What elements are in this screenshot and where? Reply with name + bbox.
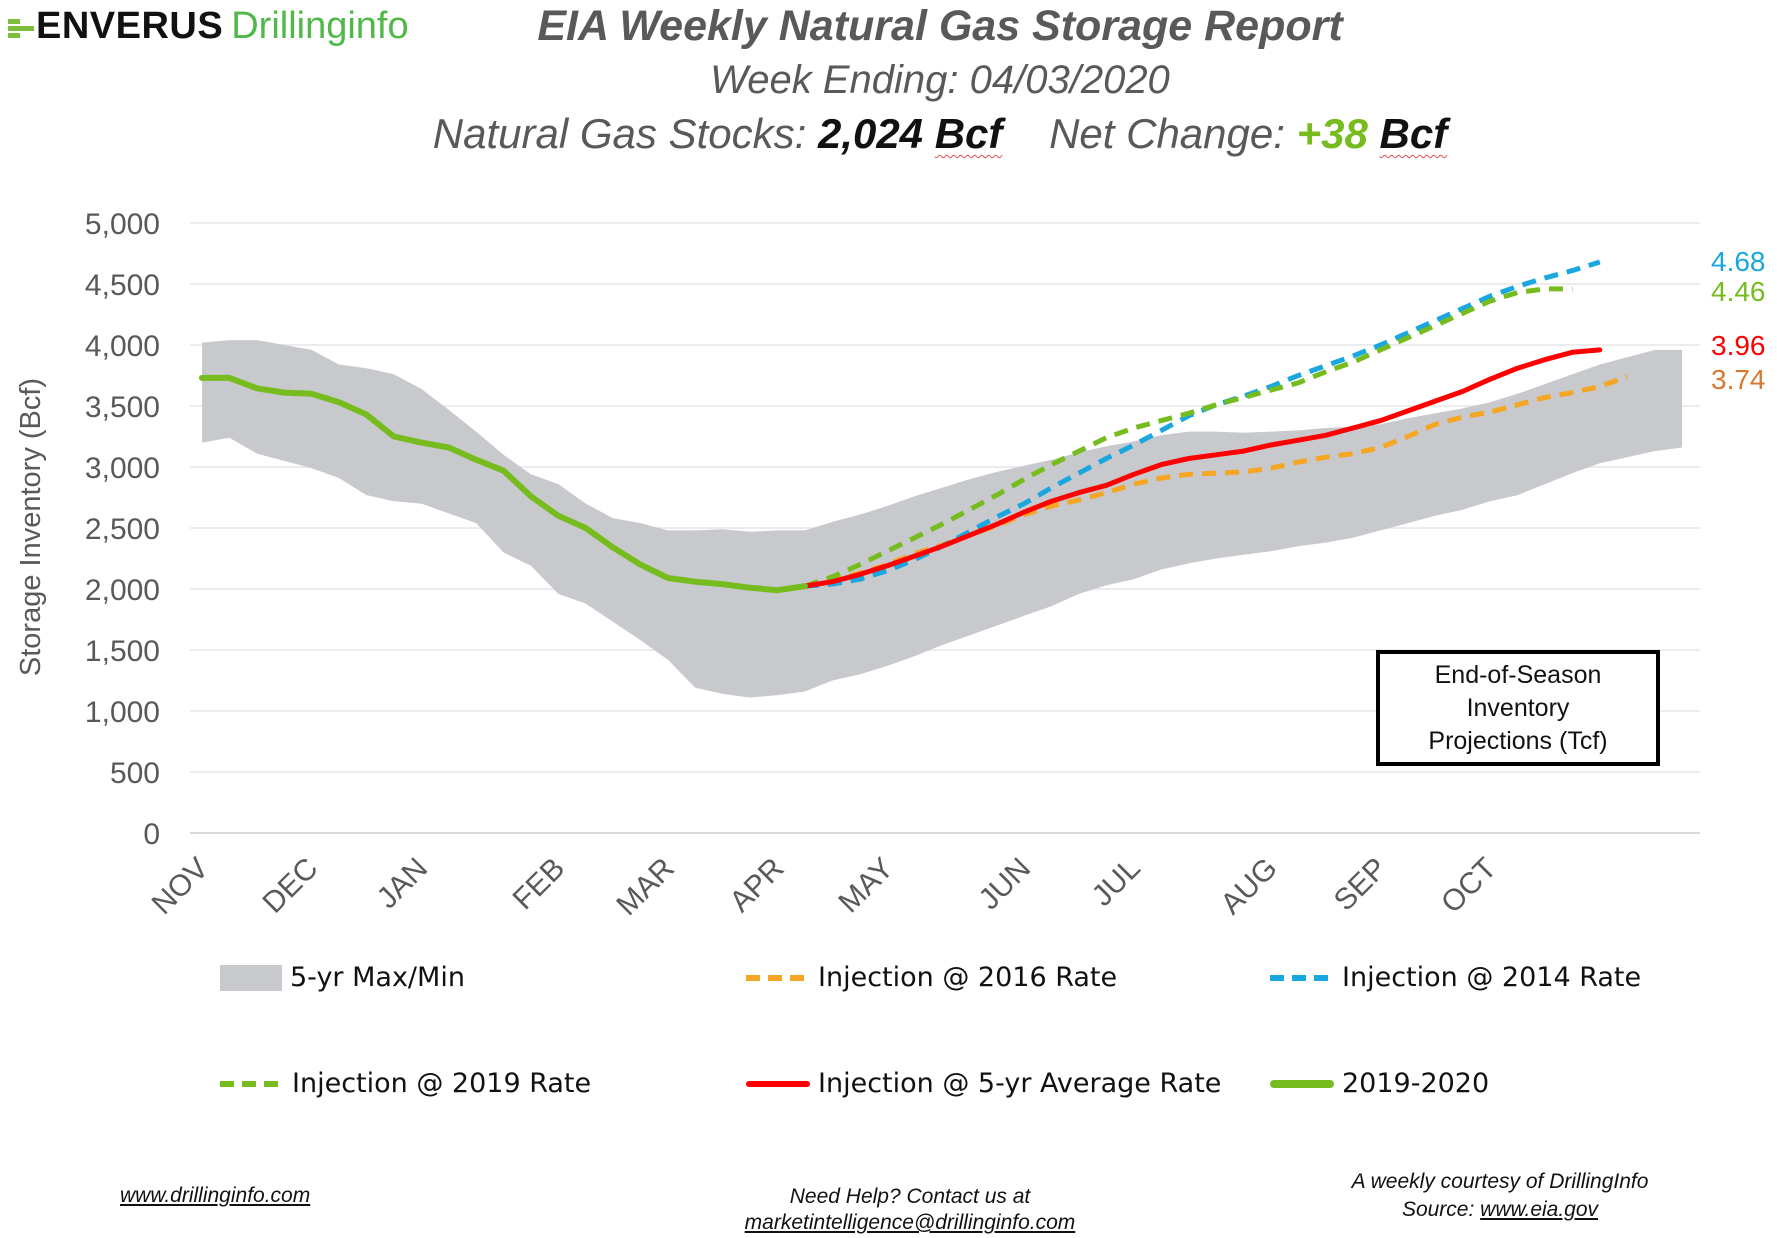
legend-label: Injection @ 2019 Rate (292, 1068, 592, 1099)
projection-line-3: Projections (Tcf) (1428, 726, 1608, 755)
projection-note-box: End-of-Season Inventory Projections (Tcf… (1376, 650, 1660, 766)
y-tick-label: 500 (110, 757, 160, 790)
stocks-summary: Natural Gas Stocks: 2,024 Bcf Net Change… (300, 110, 1580, 158)
x-tick-label-jan: JAN (371, 852, 434, 915)
y-tick-label: 1,000 (85, 696, 160, 729)
x-tick-label-apr: APR (724, 852, 791, 919)
courtesy-text: A weekly courtesy of DrillingInfo (1351, 1170, 1649, 1193)
week-ending: Week Ending: 04/03/2020 (540, 58, 1340, 103)
week-ending-label: Week Ending: (710, 58, 959, 102)
y-tick-label: 5,000 (85, 208, 160, 241)
week-ending-value: 04/03/2020 (969, 58, 1170, 102)
net-change-value: +38 (1296, 110, 1368, 157)
legend-swatch-band (220, 964, 282, 991)
x-tick-label-nov: NOV (146, 852, 215, 921)
contact-email-link[interactable]: marketintelligence@drillinginfo.com (744, 1211, 1076, 1234)
storage-chart: 0 500 1,000 1,500 2,000 2,500 3,000 3,500 4,000 4… (15, 208, 1700, 922)
series-line-injection-2019-rate (804, 286, 1573, 589)
band-5yr-max-min (202, 340, 1682, 698)
enverus-drillinginfo-logo: ENVERUS Drillinginfo (8, 4, 409, 48)
legend-swatch-2016 (746, 974, 810, 981)
legend-label: 5-yr Max/Min (290, 962, 465, 993)
x-tick-label-dec: DEC (256, 852, 324, 920)
help-text: Need Help? Contact us at (789, 1185, 1031, 1208)
logo-product: Drillinginfo (231, 5, 409, 47)
x-axis-month-labels: NOV DEC JAN FEB MAR APR MAY JUN JUL AUG SEP OCT (146, 852, 1503, 922)
x-tick-label-jul: JUL (1086, 852, 1147, 913)
x-tick-label-may: MAY (832, 852, 900, 920)
net-change-unit: Bcf (1379, 110, 1448, 157)
legend-swatch-2014 (1270, 974, 1334, 981)
stocks-value: 2,024 (817, 110, 924, 157)
chart-title: EIA Weekly Natural Gas Storage Report (537, 2, 1343, 50)
legend-label: Injection @ 2014 Rate (1342, 962, 1642, 993)
y-tick-label: 3,500 (85, 391, 160, 424)
legend-swatch-2019 (220, 1080, 284, 1087)
series-line-injection-5-yr-average-rate (802, 347, 1603, 589)
source-label: Source: (1401, 1198, 1475, 1221)
end-label-2019: 4.46 (1711, 276, 1766, 307)
y-tick-label: 4,000 (85, 330, 160, 363)
x-tick-label-sep: SEP (1328, 852, 1394, 918)
y-tick-label: 4,500 (85, 269, 160, 302)
end-label-2014: 4.68 (1711, 246, 1766, 277)
y-tick-label: 3,000 (85, 452, 160, 485)
legend-item-2016-rate: Injection @ 2016 Rate (746, 962, 1117, 993)
drillinginfo-link[interactable]: www.drillinginfo.com (120, 1184, 311, 1207)
legend-label: Injection @ 2016 Rate (818, 962, 1118, 993)
legend-item-5yr-max-min: 5-yr Max/Min (220, 962, 465, 993)
x-tick-label-oct: OCT (1435, 852, 1503, 920)
y-tick-label: 0 (143, 818, 160, 851)
projection-line-2: Inventory (1466, 693, 1570, 722)
logo-brand: ENVERUS (36, 5, 224, 47)
legend-swatch-5yr (746, 1080, 810, 1087)
band-area-5yr-max-min (202, 340, 1682, 698)
footer-left: www.drillinginfo.com (120, 1184, 310, 1208)
series-line-2019-2020 (199, 374, 808, 594)
stocks-label: Natural Gas Stocks: (432, 110, 807, 157)
footer-right: A weekly courtesy of DrillingInfo Source… (1300, 1168, 1700, 1224)
x-tick-label-mar: MAR (610, 852, 680, 922)
y-tick-label: 2,500 (85, 513, 160, 546)
enverus-logo-mark-icon (8, 16, 34, 40)
legend-label: 2019-2020 (1342, 1068, 1490, 1099)
legend-item-2014-rate: Injection @ 2014 Rate (1270, 962, 1641, 993)
net-change-label: Net Change: (1049, 110, 1285, 157)
end-label-2016: 3.74 (1711, 364, 1766, 395)
series-lines (199, 259, 1629, 594)
x-tick-label-jun: JUN (973, 852, 1038, 917)
legend-item-2019-2020: 2019-2020 (1270, 1068, 1489, 1099)
legend-item-5yr-average: Injection @ 5-yr Average Rate (746, 1068, 1221, 1099)
legend-item-2019-rate: Injection @ 2019 Rate (220, 1068, 591, 1099)
eia-link[interactable]: www.eia.gov (1480, 1198, 1599, 1221)
projection-line-1: End-of-Season (1434, 660, 1602, 689)
y-axis-label: Storage Inventory (Bcf) (15, 378, 47, 676)
footer-center: Need Help? Contact us at marketintellige… (700, 1184, 1120, 1236)
x-tick-label-feb: FEB (507, 852, 572, 917)
legend-label: Injection @ 5-yr Average Rate (818, 1068, 1222, 1099)
stocks-unit: Bcf (934, 110, 1003, 157)
y-tick-label: 2,000 (85, 574, 160, 607)
x-tick-label-aug: AUG (1215, 852, 1284, 921)
legend-swatch-2019-2020 (1270, 1079, 1334, 1088)
y-tick-label: 1,500 (85, 635, 160, 668)
end-label-5yr-avg: 3.96 (1711, 330, 1766, 361)
y-axis-ticks: 0 500 1,000 1,500 2,000 2,500 3,000 3,500 4,000 4… (85, 208, 160, 851)
